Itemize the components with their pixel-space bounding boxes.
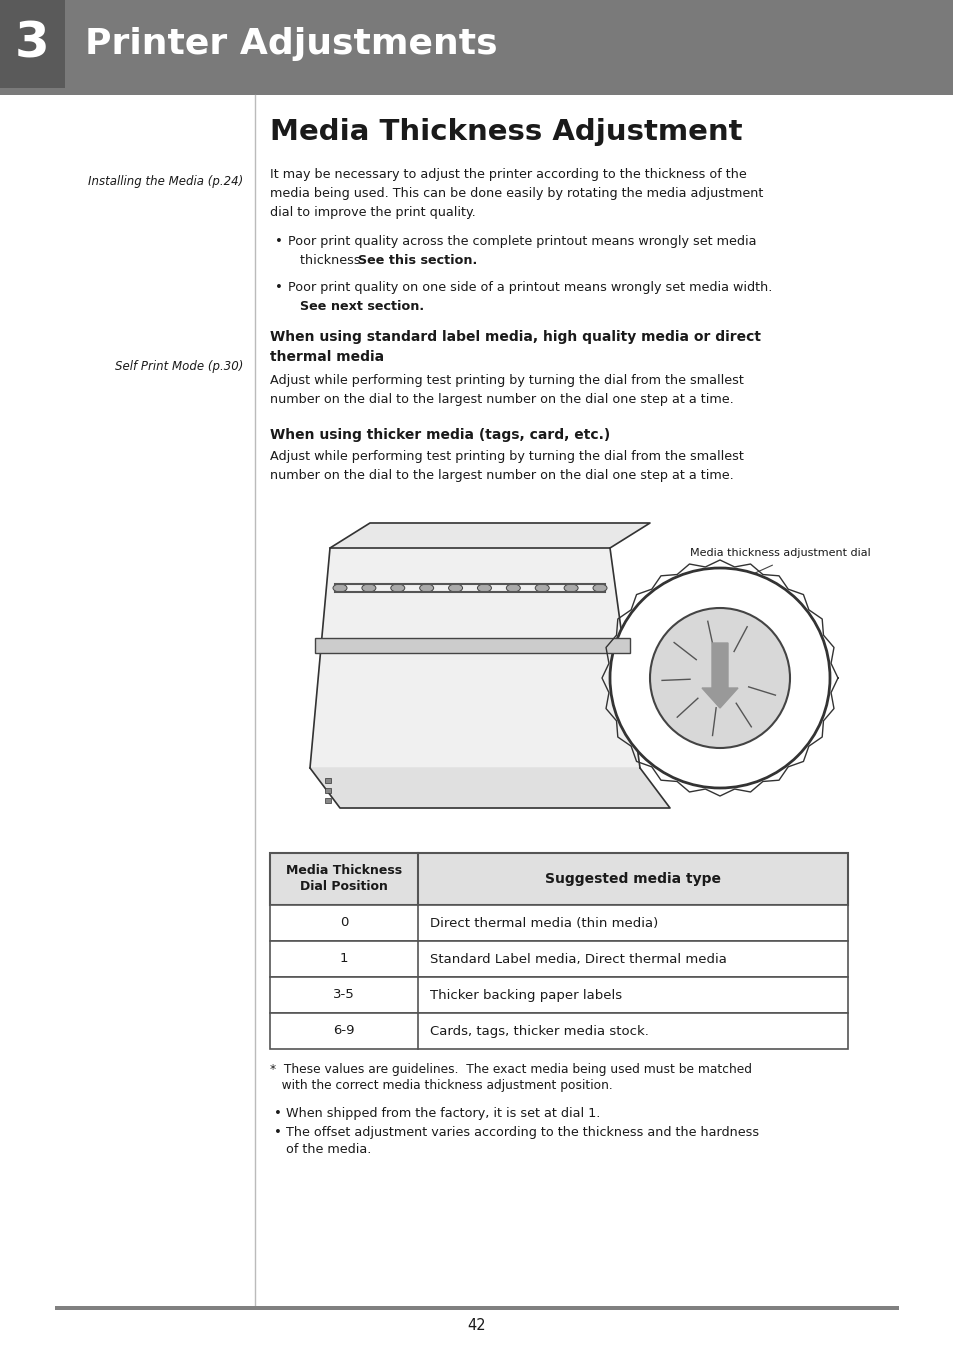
Text: thermal media: thermal media [270, 350, 384, 364]
Text: It may be necessary to adjust the printer according to the thickness of the: It may be necessary to adjust the printe… [270, 168, 746, 181]
Text: with the correct media thickness adjustment position.: with the correct media thickness adjustm… [270, 1078, 612, 1092]
Ellipse shape [448, 584, 462, 592]
Text: *  These values are guidelines.  The exact media being used must be matched: * These values are guidelines. The exact… [270, 1064, 751, 1076]
Ellipse shape [361, 584, 375, 592]
Text: The offset adjustment varies according to the thickness and the hardness: The offset adjustment varies according t… [286, 1126, 759, 1139]
Text: •: • [274, 235, 283, 248]
Text: media being used. This can be done easily by rotating the media adjustment: media being used. This can be done easil… [270, 187, 762, 200]
Bar [314, 638, 629, 652]
Text: When using thicker media (tags, card, etc.): When using thicker media (tags, card, et… [270, 429, 610, 442]
Polygon shape [310, 768, 669, 807]
Ellipse shape [419, 584, 434, 592]
Ellipse shape [563, 584, 578, 592]
Text: 0: 0 [339, 917, 348, 930]
Text: See next section.: See next section. [299, 301, 424, 313]
Text: Poor print quality on one side of a printout means wrongly set media width.: Poor print quality on one side of a prin… [288, 280, 772, 294]
Polygon shape [701, 643, 738, 708]
Text: 3-5: 3-5 [333, 988, 355, 1002]
Bar [325, 798, 331, 803]
Ellipse shape [506, 584, 519, 592]
Ellipse shape [476, 584, 491, 592]
Text: of the media.: of the media. [286, 1143, 371, 1157]
Text: Self Print Mode (p.30): Self Print Mode (p.30) [114, 360, 243, 373]
Polygon shape [330, 523, 649, 549]
Text: Adjust while performing test printing by turning the dial from the smallest: Adjust while performing test printing by… [270, 450, 743, 462]
Text: Standard Label media, Direct thermal media: Standard Label media, Direct thermal med… [430, 953, 726, 965]
Text: Media Thickness Adjustment: Media Thickness Adjustment [270, 119, 741, 146]
Ellipse shape [593, 584, 606, 592]
Text: See this section.: See this section. [357, 253, 476, 267]
Text: Dial Position: Dial Position [300, 880, 388, 894]
Text: •: • [274, 1126, 281, 1139]
Text: 1: 1 [339, 953, 348, 965]
Text: •: • [274, 1107, 281, 1120]
Circle shape [609, 568, 829, 789]
Polygon shape [310, 549, 639, 768]
Text: Printer Adjustments: Printer Adjustments [85, 27, 497, 61]
Bar [270, 853, 847, 905]
Bar [0, 0, 953, 88]
Circle shape [649, 608, 789, 748]
Text: thickness.: thickness. [299, 253, 373, 267]
Text: When using standard label media, high quality media or direct: When using standard label media, high qu… [270, 330, 760, 344]
Text: Poor print quality across the complete printout means wrongly set media: Poor print quality across the complete p… [288, 235, 756, 248]
Text: number on the dial to the largest number on the dial one step at a time.: number on the dial to the largest number… [270, 469, 733, 483]
Ellipse shape [391, 584, 404, 592]
Text: Thicker backing paper labels: Thicker backing paper labels [430, 988, 621, 1002]
Bar [0, 0, 65, 88]
Bar [270, 977, 847, 1012]
Text: Suggested media type: Suggested media type [544, 872, 720, 886]
Text: Media Thickness: Media Thickness [286, 864, 401, 878]
Bar [325, 789, 331, 793]
Text: Installing the Media (p.24): Installing the Media (p.24) [88, 175, 243, 187]
Bar [270, 905, 847, 941]
Text: •: • [274, 280, 283, 294]
Ellipse shape [535, 584, 549, 592]
Bar [55, 1306, 898, 1310]
Text: Cards, tags, thicker media stock.: Cards, tags, thicker media stock. [430, 1024, 648, 1038]
Bar [325, 778, 331, 783]
Bar [290, 518, 859, 828]
Text: dial to improve the print quality.: dial to improve the print quality. [270, 206, 476, 218]
Text: 42: 42 [467, 1318, 486, 1333]
Bar [0, 88, 953, 94]
Ellipse shape [333, 584, 347, 592]
Text: number on the dial to the largest number on the dial one step at a time.: number on the dial to the largest number… [270, 394, 733, 406]
Text: 3: 3 [14, 20, 50, 67]
Text: Media thickness adjustment dial: Media thickness adjustment dial [689, 549, 870, 558]
Text: When shipped from the factory, it is set at dial 1.: When shipped from the factory, it is set… [286, 1107, 599, 1120]
Bar [270, 1012, 847, 1049]
Text: Adjust while performing test printing by turning the dial from the smallest: Adjust while performing test printing by… [270, 373, 743, 387]
Text: 6-9: 6-9 [333, 1024, 355, 1038]
Bar [270, 941, 847, 977]
Text: Direct thermal media (thin media): Direct thermal media (thin media) [430, 917, 658, 930]
